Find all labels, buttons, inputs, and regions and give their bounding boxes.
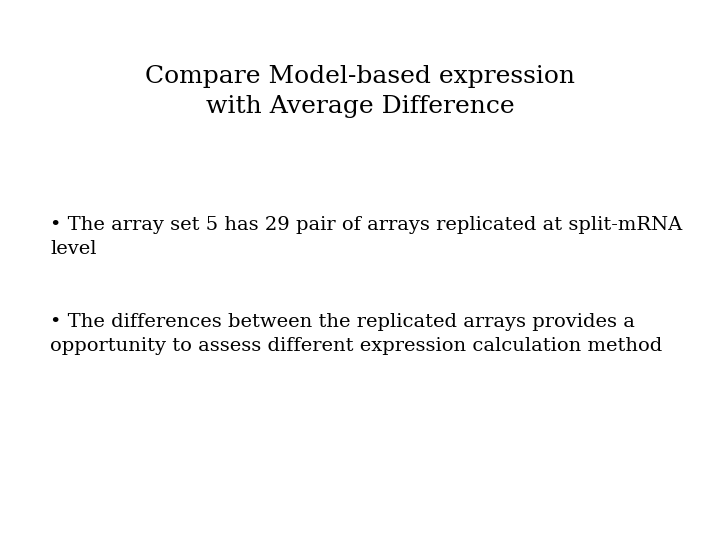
Text: • The differences between the replicated arrays provides a
opportunity to assess: • The differences between the replicated…: [50, 313, 662, 355]
Text: • The array set 5 has 29 pair of arrays replicated at split-mRNA
level: • The array set 5 has 29 pair of arrays …: [50, 216, 683, 258]
Text: Compare Model-based expression
with Average Difference: Compare Model-based expression with Aver…: [145, 65, 575, 118]
